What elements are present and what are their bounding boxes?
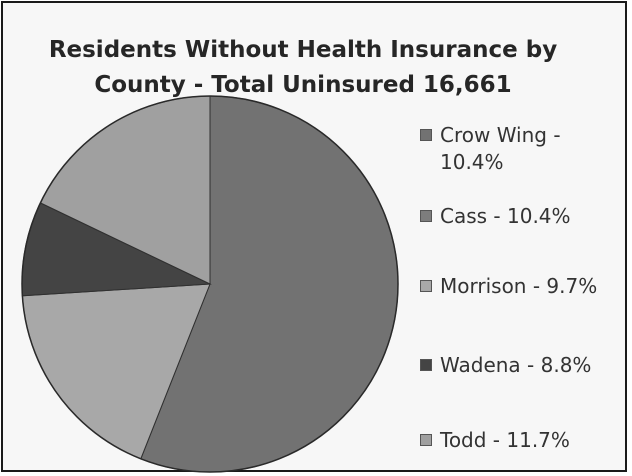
legend-label-todd: Todd - 11.7%	[440, 428, 570, 452]
chart-title: Residents Without Health Insurance by Co…	[33, 33, 573, 103]
legend-swatch-morrison	[420, 280, 432, 292]
legend-label-crow-wing: Crow Wing - 10.4%	[440, 123, 561, 174]
legend-swatch-todd	[420, 434, 432, 446]
legend-label-cass: Cass - 10.4%	[440, 204, 571, 228]
legend-swatch-cass	[420, 210, 432, 222]
pie-outline	[21, 95, 399, 473]
legend-label-morrison: Morrison - 9.7%	[440, 274, 598, 298]
legend-label-wadena: Wadena - 8.8%	[440, 353, 592, 377]
legend-swatch-crow-wing	[420, 129, 432, 141]
chart-title-line-2: County - Total Uninsured 16,661	[94, 72, 512, 98]
chart-title-line-1: Residents Without Health Insurance by	[48, 37, 558, 63]
legend-swatch-wadena	[420, 359, 432, 371]
pie-slices	[21, 95, 399, 473]
